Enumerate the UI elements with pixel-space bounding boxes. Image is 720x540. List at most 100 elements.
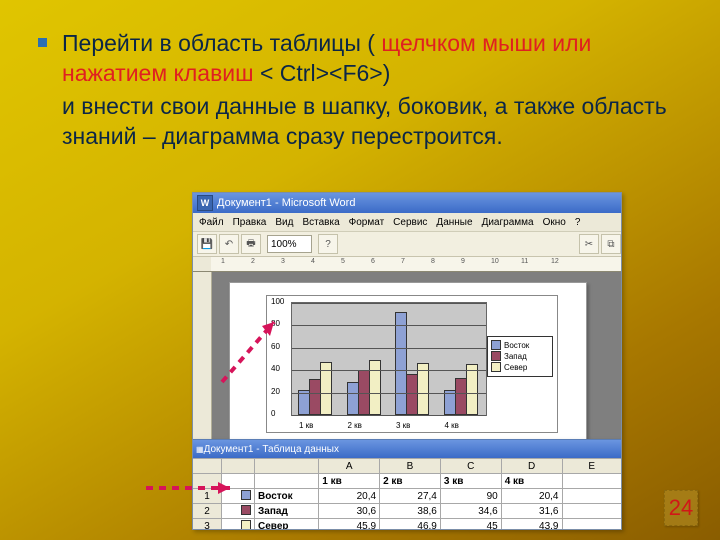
ytick: 0 <box>271 409 275 418</box>
cell[interactable]: 31,6 <box>501 504 562 519</box>
cut-icon[interactable]: ✂ <box>579 234 599 254</box>
r3: 3 <box>281 258 285 265</box>
row-header[interactable]: 1 <box>193 489 222 504</box>
menu-service[interactable]: Сервис <box>393 217 427 228</box>
menu-view[interactable]: Вид <box>275 217 293 228</box>
cell[interactable] <box>562 489 622 504</box>
r6: 6 <box>371 258 375 265</box>
cell[interactable]: 20,4 <box>319 489 380 504</box>
r8: 8 <box>431 258 435 265</box>
zoom-box[interactable]: 100% <box>267 235 312 253</box>
chart-plot <box>291 302 487 416</box>
menu-insert[interactable]: Вставка <box>302 217 339 228</box>
legend-label: Восток <box>504 341 529 350</box>
cell[interactable]: 90 <box>440 489 501 504</box>
menu-data[interactable]: Данные <box>436 217 472 228</box>
cell[interactable] <box>562 519 622 531</box>
word-icon: W <box>197 195 213 211</box>
menu-help[interactable]: ? <box>575 217 581 228</box>
cell[interactable]: 1 кв <box>319 474 380 489</box>
xtick: 1 кв <box>299 421 313 430</box>
bars-container <box>292 303 486 415</box>
legend-row: Запад <box>491 351 549 361</box>
legend-label: Запад <box>504 352 527 361</box>
help-icon[interactable]: ? <box>318 234 338 254</box>
t1c: < Ctrl><F6> <box>260 60 383 86</box>
datasheet-titlebar: ▦ Документ1 - Таблица данных <box>192 440 622 458</box>
legend-swatch <box>491 351 501 361</box>
r12: 12 <box>551 258 559 265</box>
slide-number: 24 <box>664 490 698 526</box>
cell[interactable]: 46,9 <box>380 519 441 531</box>
cell[interactable] <box>562 504 622 519</box>
xtick: 2 кв <box>348 421 362 430</box>
slide-root: Перейти в область таблицы ( щелчком мыши… <box>0 0 720 540</box>
legend-swatch <box>491 340 501 350</box>
row-swatch <box>221 489 254 504</box>
menu-format[interactable]: Формат <box>349 217 385 228</box>
word-titlebar: W Документ1 - Microsoft Word <box>193 193 621 213</box>
bar <box>369 360 381 415</box>
row-header[interactable]: 2 <box>193 504 222 519</box>
word-title: Документ1 - Microsoft Word <box>217 197 355 209</box>
cell[interactable]: 4 кв <box>501 474 562 489</box>
row-label[interactable]: Запад <box>255 504 319 519</box>
col-header[interactable]: D <box>501 459 562 474</box>
r5: 5 <box>341 258 345 265</box>
t1a: Перейти в область таблицы ( <box>62 30 381 56</box>
ytick: 100 <box>271 297 284 306</box>
word-menubar[interactable]: Файл Правка Вид Вставка Формат Сервис Да… <box>193 213 621 232</box>
zoom-value: 100% <box>271 239 297 250</box>
r11: 11 <box>521 258 528 265</box>
print-icon[interactable]: 🖶 <box>241 234 261 254</box>
r10: 10 <box>491 258 499 265</box>
col-header[interactable]: C <box>440 459 501 474</box>
row-header[interactable]: 3 <box>193 519 222 531</box>
cell[interactable]: 30,6 <box>319 504 380 519</box>
ruler: 1 2 3 4 5 6 7 8 9 10 11 12 <box>211 257 621 272</box>
t2: и внести свои данные в шапку, боковик, а… <box>62 91 680 152</box>
cell[interactable]: 20,4 <box>501 489 562 504</box>
legend-label: Север <box>504 363 527 372</box>
datasheet-window: ▦ Документ1 - Таблица данных ABCDE 1 кв2 … <box>192 439 622 530</box>
legend-row: Восток <box>491 340 549 350</box>
legend-row: Север <box>491 362 549 372</box>
bullet-square <box>38 38 47 47</box>
menu-window[interactable]: Окно <box>543 217 566 228</box>
datasheet-icon: ▦ <box>196 445 204 454</box>
cell[interactable]: 38,6 <box>380 504 441 519</box>
menu-edit[interactable]: Правка <box>233 217 267 228</box>
r9: 9 <box>461 258 465 265</box>
t1d: ) <box>383 60 391 86</box>
slide-number-value: 24 <box>669 495 693 521</box>
cell[interactable]: 34,6 <box>440 504 501 519</box>
col-header[interactable]: B <box>380 459 441 474</box>
page: ВостокЗападСевер 0204060801001 кв2 кв3 к… <box>229 282 587 444</box>
row-swatch <box>221 519 254 531</box>
undo-icon[interactable]: ↶ <box>219 234 239 254</box>
cell[interactable]: 45,9 <box>319 519 380 531</box>
save-icon[interactable]: 💾 <box>197 234 217 254</box>
col-header[interactable]: A <box>319 459 380 474</box>
xtick: 4 кв <box>445 421 459 430</box>
col-header[interactable]: E <box>562 459 622 474</box>
cell[interactable]: 3 кв <box>440 474 501 489</box>
row-label[interactable]: Север <box>255 519 319 531</box>
ytick: 40 <box>271 364 280 373</box>
menu-chart[interactable]: Диаграмма <box>482 217 534 228</box>
row-label[interactable]: Восток <box>255 489 319 504</box>
r7: 7 <box>401 258 405 265</box>
ytick: 60 <box>271 342 280 351</box>
cell[interactable]: 43,9 <box>501 519 562 531</box>
datasheet-table[interactable]: ABCDE1 кв2 кв3 кв4 кв1Восток20,427,49020… <box>192 458 622 530</box>
copy-icon[interactable]: ⧉ <box>601 234 621 254</box>
r1: 1 <box>221 258 225 265</box>
cell[interactable]: 2 кв <box>380 474 441 489</box>
menu-file[interactable]: Файл <box>199 217 224 228</box>
cell[interactable] <box>562 474 622 489</box>
cell[interactable]: 27,4 <box>380 489 441 504</box>
body-text: Перейти в область таблицы ( щелчком мыши… <box>62 28 680 151</box>
legend-swatch <box>491 362 501 372</box>
cell[interactable]: 45 <box>440 519 501 531</box>
doc-leftstrip <box>193 272 212 450</box>
